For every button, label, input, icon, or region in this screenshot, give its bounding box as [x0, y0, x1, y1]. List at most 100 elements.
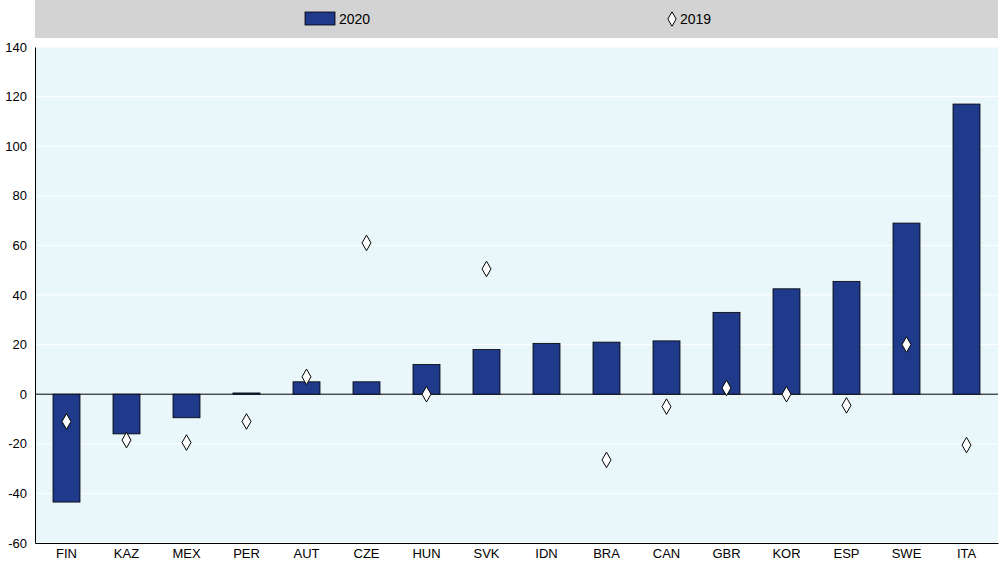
x-axis-line — [36, 543, 999, 544]
bar — [233, 393, 260, 394]
y-tick: 60 — [13, 238, 35, 253]
legend-swatch — [305, 12, 335, 25]
y-tick: 120 — [5, 89, 35, 104]
marker — [362, 235, 371, 251]
marker — [422, 386, 431, 402]
x-tick: KOR — [772, 543, 800, 561]
y-tick-label: -40 — [8, 486, 27, 501]
x-tick: ESP — [833, 543, 859, 561]
bar — [533, 343, 560, 394]
grid-line — [35, 96, 998, 97]
grid-line — [35, 245, 998, 246]
y-tick-label: 120 — [5, 89, 27, 104]
marker — [242, 414, 251, 430]
y-tick-label: -60 — [8, 536, 27, 551]
x-tick: KAZ — [114, 543, 139, 561]
y-axis-line — [35, 48, 36, 544]
marker — [722, 380, 731, 396]
y-tick: -20 — [8, 436, 35, 451]
y-tick: 80 — [13, 188, 35, 203]
x-tick-label: FIN — [56, 546, 77, 561]
grid-line — [35, 47, 998, 48]
x-tick: PER — [233, 543, 260, 561]
marker — [782, 386, 791, 402]
y-tick: 0 — [20, 387, 35, 402]
marker — [842, 398, 851, 414]
x-tick-label: MEX — [172, 546, 201, 561]
x-tick-label: SVK — [473, 546, 499, 561]
marker — [62, 414, 71, 430]
grid — [35, 47, 998, 543]
grid-line — [35, 146, 998, 147]
x-tick-label: KOR — [772, 546, 800, 561]
legend-background — [35, 0, 998, 38]
y-tick-label: 140 — [5, 40, 27, 55]
x-tick-label: SWE — [892, 546, 922, 561]
marker — [122, 432, 131, 448]
x-tick-label: KAZ — [114, 546, 139, 561]
y-tick-label: 20 — [13, 337, 27, 352]
bar — [473, 350, 500, 395]
x-tick-label: CZE — [354, 546, 380, 561]
x-tick-label: ESP — [833, 546, 859, 561]
marker — [662, 399, 671, 415]
marker — [962, 437, 971, 453]
y-tick-label: 0 — [20, 387, 27, 402]
x-tick: FIN — [56, 543, 77, 561]
x-tick-label: AUT — [294, 546, 320, 561]
y-tick: 100 — [5, 139, 35, 154]
y-tick: 20 — [13, 337, 35, 352]
legend-label: 2019 — [680, 11, 711, 27]
bar — [833, 281, 860, 394]
x-tick-label: IDN — [535, 546, 557, 561]
x-tick-label: PER — [233, 546, 260, 561]
x-axis: FIN KAZ MEX PER AUT CZE HUN SVK IDN BRA CAN GBR KOR E… — [36, 543, 999, 561]
x-tick: BRA — [593, 543, 620, 561]
y-tick: -60 — [8, 536, 35, 551]
plot-background — [35, 47, 998, 543]
y-tick-label: 100 — [5, 139, 27, 154]
bar — [953, 104, 980, 394]
x-tick: CZE — [354, 543, 380, 561]
legend-swatch — [668, 12, 676, 26]
x-tick: AUT — [294, 543, 320, 561]
marker — [302, 369, 311, 385]
bar — [173, 394, 200, 418]
bar-series — [53, 104, 980, 502]
bar — [113, 394, 140, 434]
y-tick: 140 — [5, 40, 35, 55]
chart: -60 -40 -20 0 20 40 60 80 100 120 140 FIN KAZ MEX PER A… — [0, 0, 1000, 563]
x-tick: SWE — [892, 543, 922, 561]
y-tick-label: 40 — [13, 288, 27, 303]
y-tick-label: 80 — [13, 188, 27, 203]
marker-series — [62, 235, 971, 468]
marker — [902, 337, 911, 353]
y-tick: -40 — [8, 486, 35, 501]
y-tick-label: 60 — [13, 238, 27, 253]
bar — [353, 382, 380, 394]
x-tick: GBR — [712, 543, 740, 561]
x-tick: IDN — [535, 543, 557, 561]
grid-line — [35, 195, 998, 196]
marks — [53, 104, 980, 502]
marker — [602, 452, 611, 468]
x-tick: HUN — [412, 543, 440, 561]
legend-label: 2020 — [339, 11, 370, 27]
bar — [53, 394, 80, 502]
x-tick-label: HUN — [412, 546, 440, 561]
y-tick-label: -20 — [8, 436, 27, 451]
marker — [182, 435, 191, 451]
bar — [653, 341, 680, 394]
marker — [482, 261, 491, 277]
bar — [893, 223, 920, 394]
x-tick-label: BRA — [593, 546, 620, 561]
bar — [773, 289, 800, 394]
grid-line — [35, 543, 998, 544]
x-tick-label: GBR — [712, 546, 740, 561]
x-tick-label: CAN — [653, 546, 680, 561]
x-tick-label: ITA — [957, 546, 977, 561]
x-tick: MEX — [172, 543, 201, 561]
legend: 2020 2019 — [305, 11, 711, 27]
bar — [593, 342, 620, 394]
x-tick: CAN — [653, 543, 680, 561]
